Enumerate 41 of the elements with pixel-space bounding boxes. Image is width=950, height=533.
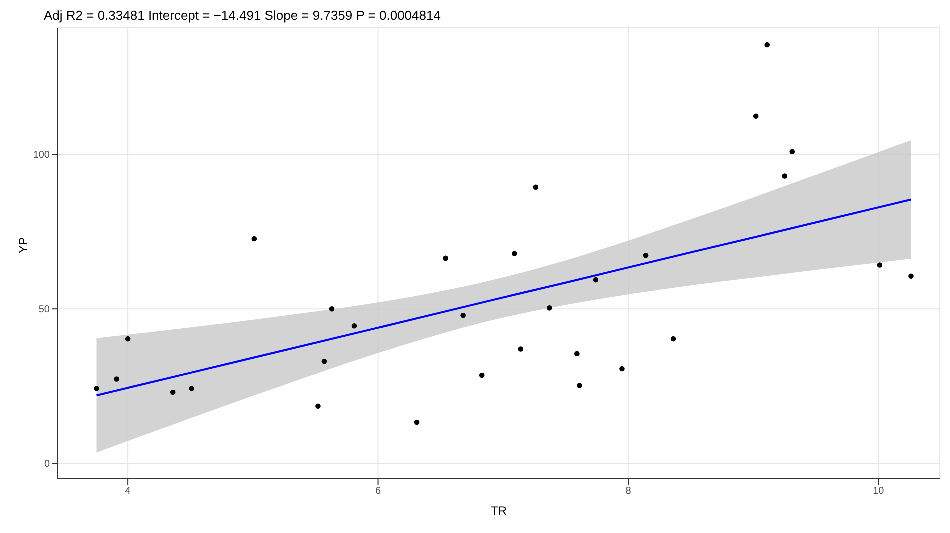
point bbox=[753, 114, 759, 119]
point bbox=[460, 312, 466, 318]
x-tick-label: 8 bbox=[626, 486, 632, 498]
y-tick-label: 100 bbox=[33, 150, 50, 162]
point bbox=[443, 256, 448, 262]
point bbox=[316, 404, 321, 410]
point bbox=[533, 184, 539, 190]
y-axis-title: YP bbox=[16, 237, 30, 254]
point bbox=[189, 386, 195, 392]
point bbox=[877, 262, 883, 268]
point bbox=[670, 336, 676, 342]
x-tick-label: 6 bbox=[375, 486, 382, 498]
point bbox=[643, 253, 649, 258]
y-tick-label: 0 bbox=[44, 459, 50, 470]
point bbox=[170, 390, 176, 396]
point bbox=[322, 358, 328, 364]
point bbox=[782, 174, 788, 179]
point bbox=[547, 306, 552, 311]
x-tick-label: 10 bbox=[873, 486, 885, 498]
point bbox=[790, 149, 796, 155]
y-tick-label: 50 bbox=[38, 304, 50, 316]
point bbox=[518, 346, 524, 352]
point bbox=[620, 366, 625, 372]
line-series bbox=[96, 198, 912, 397]
point bbox=[479, 372, 485, 378]
chart-title: Adj R2 = 0.33481 Intercept = −14.491 Slope = 9.7359 P = 0.0004814 bbox=[44, 8, 441, 23]
point bbox=[94, 386, 100, 392]
point bbox=[512, 251, 518, 256]
point bbox=[593, 277, 599, 283]
point bbox=[329, 306, 335, 312]
point bbox=[252, 236, 258, 242]
x-axis-title: TR bbox=[491, 504, 508, 518]
point bbox=[414, 420, 420, 426]
point bbox=[908, 274, 914, 279]
point bbox=[352, 323, 358, 329]
point bbox=[577, 383, 582, 388]
point bbox=[114, 376, 120, 382]
point bbox=[574, 351, 580, 357]
point bbox=[125, 336, 131, 342]
point bbox=[764, 42, 770, 48]
x-tick-label: 4 bbox=[125, 486, 132, 498]
